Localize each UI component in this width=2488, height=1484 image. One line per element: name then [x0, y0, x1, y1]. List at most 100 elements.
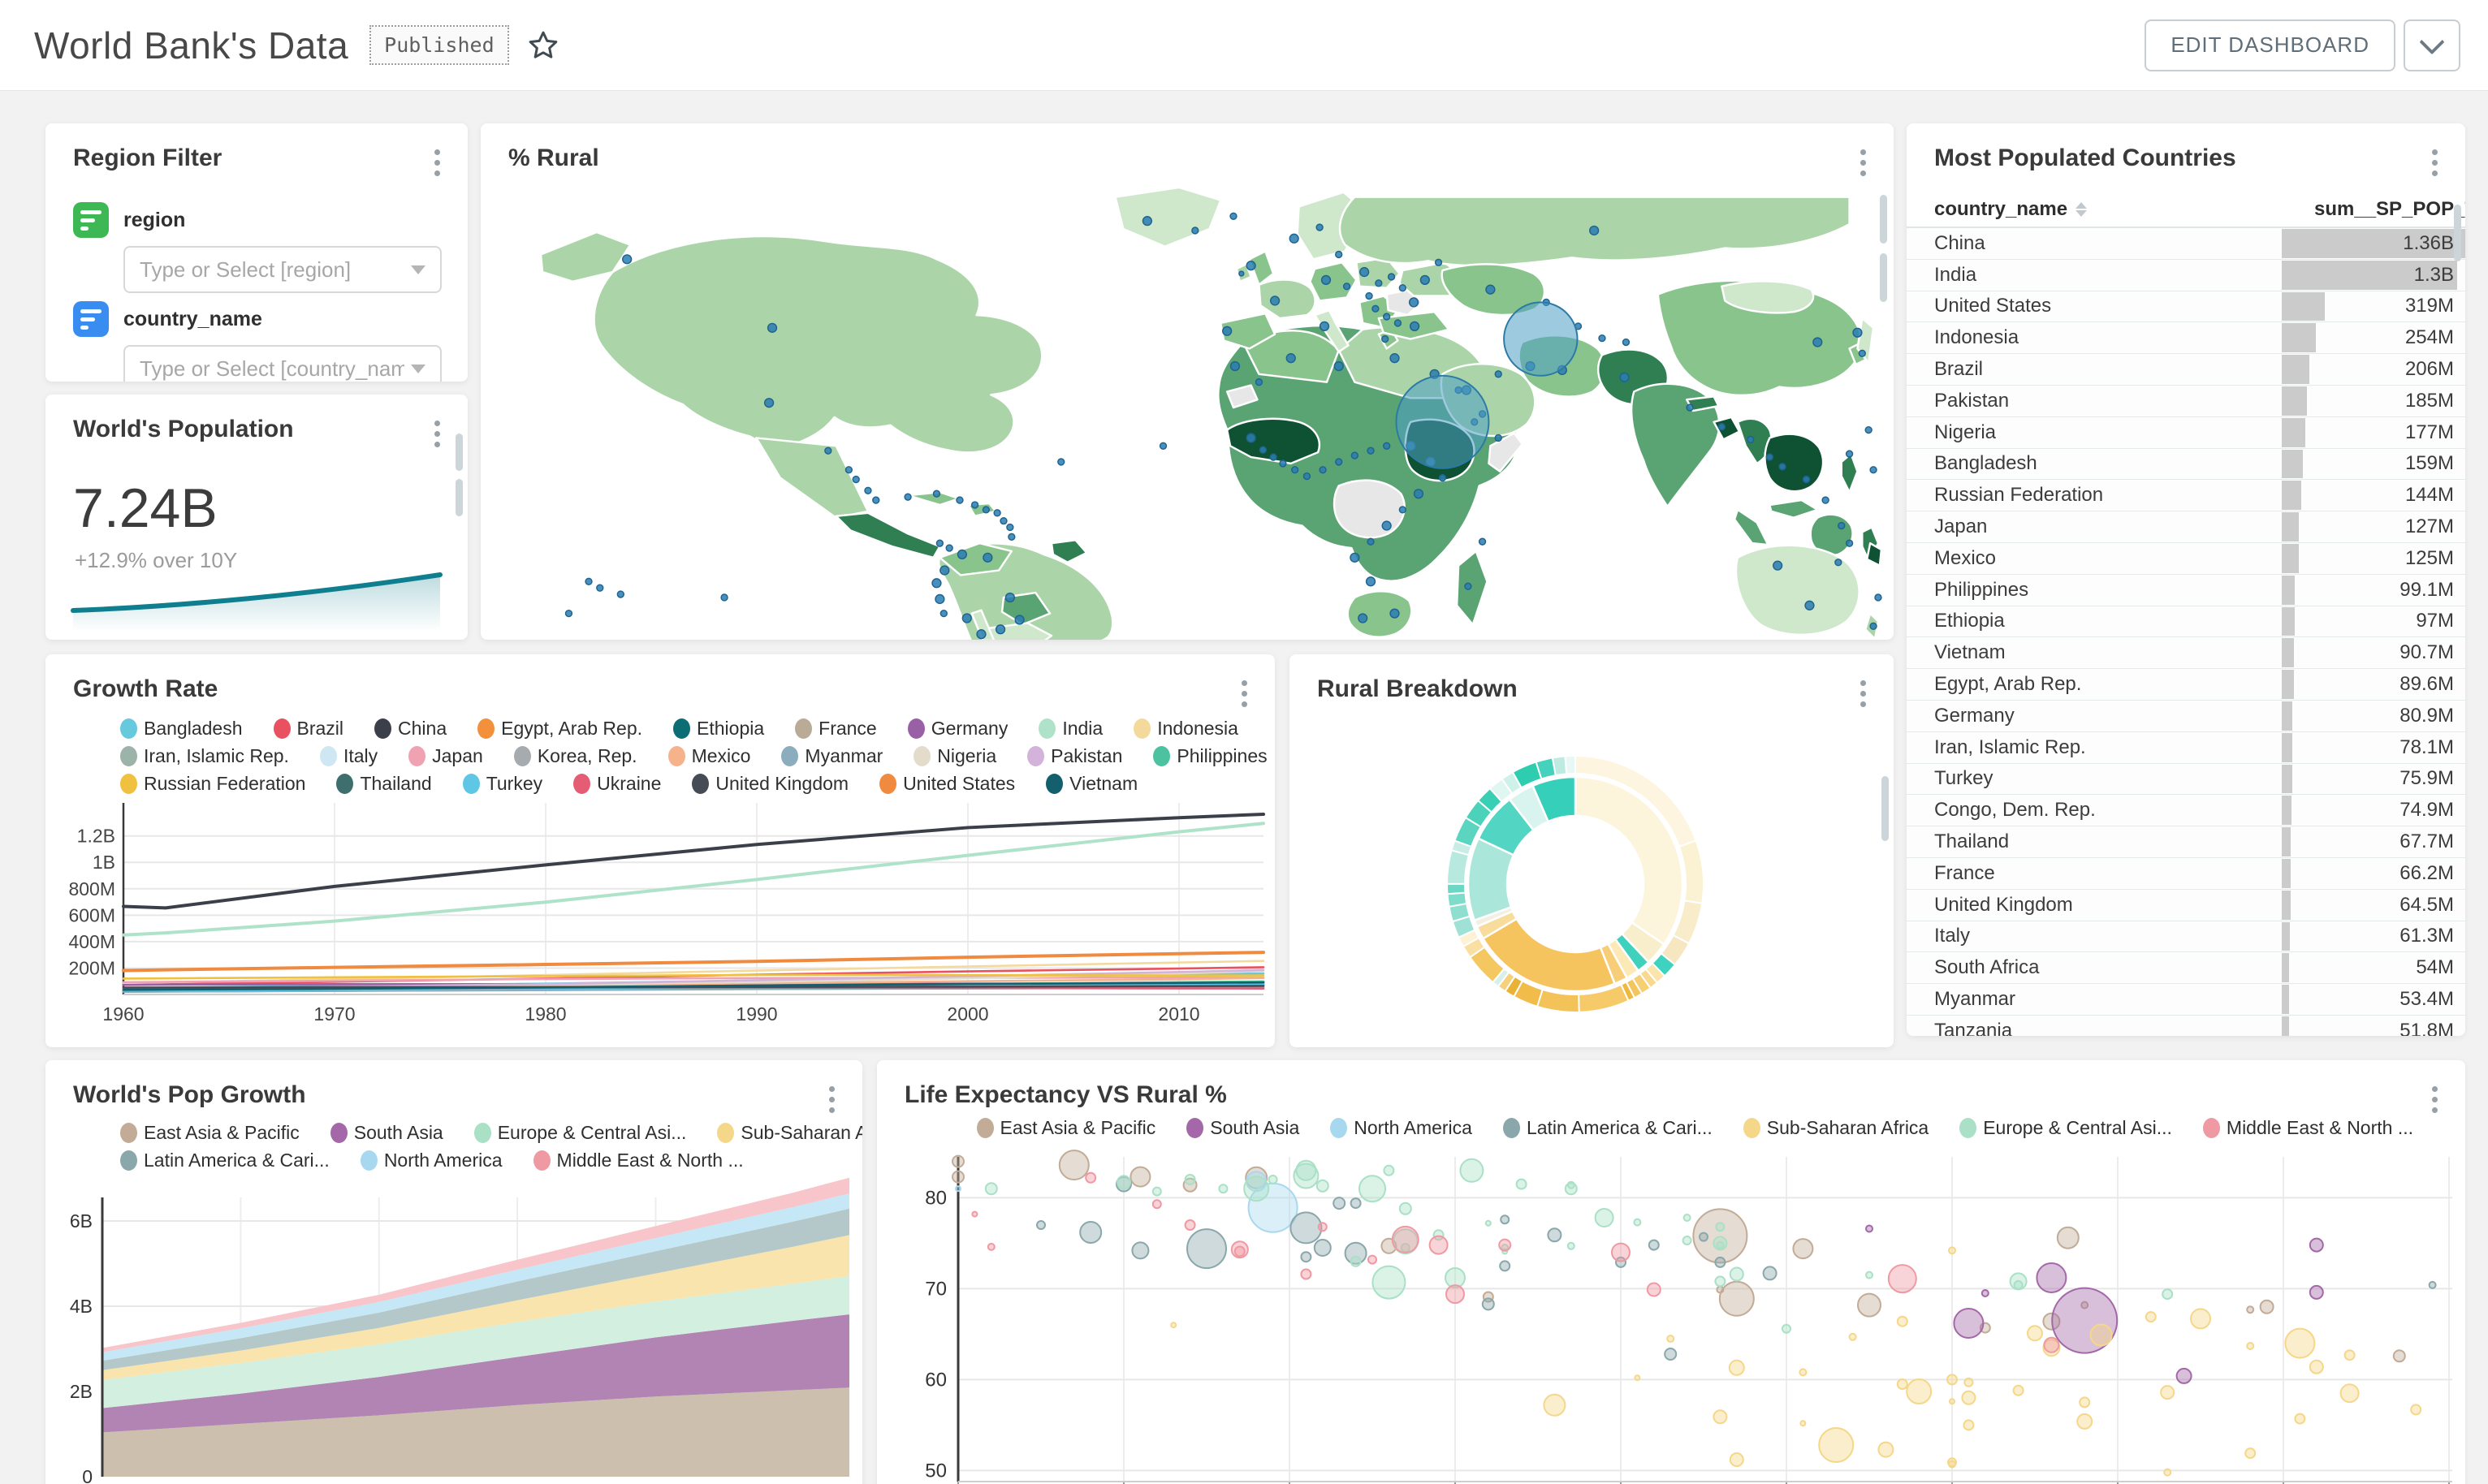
scatter-bubble[interactable] [2309, 1359, 2324, 1374]
legend-item[interactable]: Indonesia [1134, 715, 1238, 741]
scatter-bubble[interactable] [2163, 1468, 2172, 1477]
map-country-dot[interactable] [1812, 337, 1823, 347]
map-country-dot[interactable] [904, 493, 912, 501]
published-badge[interactable]: Published [369, 25, 509, 65]
map-country-dot[interactable] [1000, 516, 1008, 525]
scatter-bubble[interactable] [2051, 1287, 2119, 1354]
map-country-dot[interactable] [932, 490, 941, 498]
map-country-dot[interactable] [1367, 537, 1375, 546]
scatter-bubble[interactable] [1547, 1227, 1562, 1243]
scatter-bubble[interactable] [1499, 1260, 1511, 1272]
scatter-bubble[interactable] [2428, 1280, 2437, 1289]
scatter-bubble[interactable] [1963, 1419, 1975, 1431]
kebab-menu-icon[interactable] [1237, 675, 1252, 712]
pop-growth-area-chart[interactable]: 19601970198019902000201002B4B6B [45, 1173, 862, 1484]
scatter-bubble[interactable] [987, 1242, 996, 1251]
map-country-dot[interactable] [1869, 466, 1877, 474]
legend-item[interactable]: Germany [907, 715, 1008, 741]
scatter-bubble[interactable] [955, 1185, 961, 1193]
scatter-bubble[interactable] [2343, 1349, 2356, 1361]
legend-item[interactable]: East Asia & Pacific [120, 1119, 300, 1145]
map-country-dot[interactable] [1221, 326, 1233, 336]
scatter-bubble[interactable] [1953, 1308, 1985, 1339]
map-country-dot[interactable] [1246, 433, 1256, 443]
line-series-china[interactable] [122, 812, 1265, 910]
map-country-dot[interactable] [596, 584, 604, 592]
line-series-united-states[interactable] [122, 951, 1265, 973]
scatter-bubble[interactable] [1896, 1378, 1908, 1390]
scatter-bubble[interactable] [1714, 1256, 1726, 1268]
map-country-dot[interactable] [1838, 521, 1846, 530]
map-country-dot[interactable] [864, 486, 872, 494]
map-country-shape[interactable] [1734, 544, 1860, 636]
scatter-bubble[interactable] [1350, 1197, 1362, 1210]
map-country-dot[interactable] [1246, 261, 1256, 271]
legend-item[interactable]: Europe & Central Asi... [1959, 1115, 2172, 1141]
map-country-shape[interactable] [1258, 278, 1316, 320]
map-country-shape[interactable] [1455, 550, 1488, 626]
scatter-bubble[interactable] [1233, 1245, 1246, 1258]
map-country-dot[interactable] [1773, 560, 1783, 571]
legend-item[interactable]: Middle East & North ... [533, 1147, 744, 1173]
scatter-bubble[interactable] [1646, 1282, 1661, 1297]
map-country-dot[interactable] [1598, 334, 1606, 343]
scatter-bubble[interactable] [1218, 1184, 1229, 1194]
map-country-dot[interactable] [1269, 296, 1281, 306]
scatter-bubble[interactable] [2036, 1262, 2067, 1293]
map-country-shape[interactable] [1114, 186, 1222, 248]
map-country-dot[interactable] [1285, 353, 1296, 364]
scatter-bubble[interactable] [1980, 1289, 1989, 1297]
donut-segment[interactable] [1536, 988, 1580, 1013]
legend-item[interactable]: Ethiopia [673, 715, 764, 741]
scatter-bubble[interactable] [1716, 1240, 1725, 1249]
map-country-dot[interactable] [1845, 539, 1854, 547]
scatter-bubble[interactable] [1295, 1159, 1317, 1181]
column-header-population[interactable]: sum__SP_POP_TOTL [2314, 198, 2465, 220]
scatter-bubble[interactable] [1428, 1235, 1449, 1255]
map-country-dot[interactable] [1371, 304, 1380, 313]
map-country-dot[interactable] [616, 590, 624, 598]
scatter-bubble[interactable] [1877, 1441, 1894, 1458]
scatter-bubble[interactable] [2056, 1226, 2080, 1249]
scatter-bubble[interactable] [2244, 1447, 2257, 1460]
map-country-shape[interactable] [1764, 433, 1825, 493]
scatter-bubble[interactable] [1445, 1267, 1466, 1288]
map-country-dot[interactable] [1382, 442, 1391, 450]
scatter-bubble[interactable] [2259, 1299, 2274, 1314]
map-country-dot[interactable] [1408, 297, 1419, 308]
scatter-bubble[interactable] [1848, 1332, 1857, 1341]
area-series-east-asia-pacific[interactable] [102, 1387, 849, 1477]
map-country-dot[interactable] [1319, 321, 1330, 332]
legend-item[interactable]: Sub-Saharan Africa [717, 1119, 862, 1145]
map-country-dot[interactable] [1858, 349, 1866, 357]
map-country-dot[interactable] [1289, 233, 1299, 244]
line-series-vietnam[interactable] [122, 981, 1265, 991]
map-country-dot[interactable] [1778, 463, 1786, 471]
scatter-bubble[interactable] [1713, 1409, 1728, 1425]
scatter-bubble[interactable] [1566, 1180, 1575, 1189]
scatter-bubble[interactable] [2160, 1385, 2175, 1400]
scatter-bubble[interactable] [1634, 1374, 1641, 1382]
map-country-shape[interactable] [1050, 538, 1088, 563]
kebab-menu-icon[interactable] [430, 145, 445, 181]
scatter-bubble[interactable] [1948, 1246, 1956, 1255]
scatter-bubble[interactable] [1594, 1208, 1614, 1227]
legend-item[interactable]: Brazil [273, 715, 343, 741]
scatter-bubble[interactable] [2190, 1308, 2211, 1330]
scatter-bubble[interactable] [2246, 1342, 2255, 1350]
legend-item[interactable]: Sub-Saharan Africa [1743, 1115, 1929, 1141]
map-country-dot[interactable] [1320, 274, 1332, 286]
area-series-north-america[interactable] [102, 1193, 849, 1361]
map-country-dot[interactable] [1393, 319, 1402, 327]
map-country-dot[interactable] [1802, 475, 1811, 484]
map-country-dot[interactable] [931, 578, 942, 589]
map-country-shape[interactable] [1225, 384, 1259, 409]
map-country-dot[interactable] [1004, 592, 1015, 603]
map-country-shape[interactable] [1000, 591, 1052, 626]
scatter-bubble[interactable] [1947, 1457, 1957, 1468]
scatter-bubble[interactable] [1184, 1174, 1196, 1185]
map-country-dot[interactable] [844, 466, 853, 474]
map-country-shape[interactable] [1713, 416, 1741, 441]
map-country-dot[interactable] [872, 496, 880, 504]
scatter-bubble[interactable] [1682, 1214, 1691, 1222]
